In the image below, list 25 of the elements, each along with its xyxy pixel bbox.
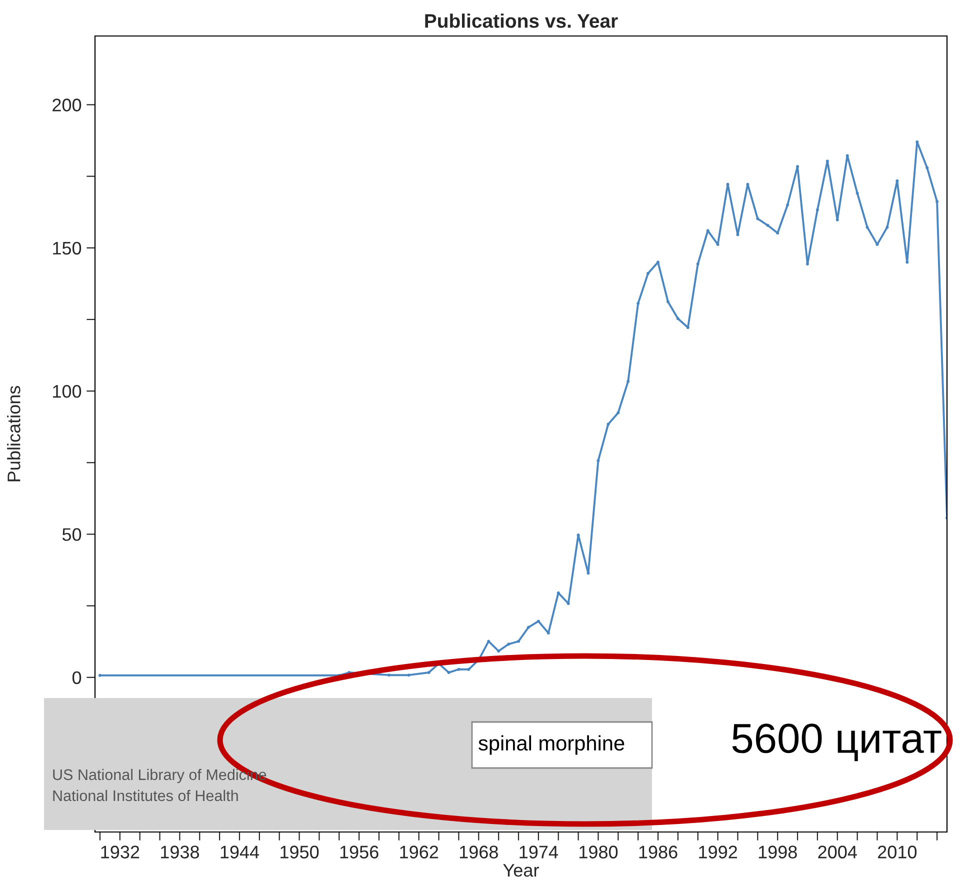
x-tick-label: 1932: [101, 846, 140, 858]
y-tick-label: 150: [53, 242, 82, 255]
y-tick-label: 0: [72, 671, 82, 684]
y-tick-label: 200: [52, 98, 82, 112]
x-tick-label: 1956: [340, 846, 378, 858]
x-tick-label: 1938: [160, 846, 199, 858]
chart-title: Publications vs. Year: [425, 14, 618, 28]
annotation: spinal morphine: [478, 735, 624, 755]
x-tick-label: 2010: [878, 846, 917, 858]
annotation: National Institutes of Health: [53, 790, 238, 802]
x-tick-label: 1986: [639, 846, 678, 858]
x-tick-label: 1968: [460, 846, 498, 858]
y-axis-title: Publications: [7, 386, 20, 482]
x-tick-label: 1980: [580, 846, 618, 858]
x-axis-title: Year: [503, 864, 539, 877]
x-tick-label: 1950: [280, 846, 319, 858]
x-tick-label: 1998: [758, 846, 797, 858]
x-tick-label: 1962: [400, 846, 438, 858]
y-tick-label: 50: [62, 528, 82, 541]
x-tick-label: 1992: [699, 846, 737, 858]
x-tick-label: 2004: [818, 846, 857, 858]
annotation: 5600 цитат: [732, 724, 942, 762]
x-tick-label: 1944: [220, 846, 260, 858]
y-tick-label: 100: [53, 384, 82, 398]
x-tick-label: 1974: [520, 846, 558, 858]
